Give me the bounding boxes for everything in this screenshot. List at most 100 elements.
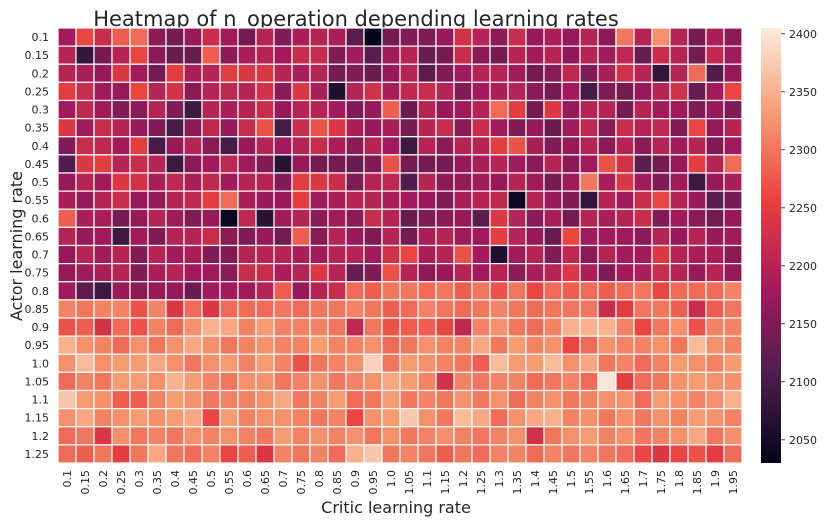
heatmap-cell — [705, 27, 725, 47]
heatmap-cell — [399, 281, 419, 301]
heatmap-cell — [669, 172, 689, 192]
heatmap-cell — [93, 27, 113, 47]
heatmap-cell — [309, 299, 329, 319]
heatmap-cell — [507, 408, 527, 428]
heatmap-cell — [597, 371, 617, 392]
heatmap-cell — [561, 154, 581, 174]
heatmap-cell — [237, 353, 257, 373]
heatmap-cell — [633, 63, 653, 83]
heatmap-cell — [147, 63, 167, 83]
heatmap-cell — [525, 154, 545, 174]
heatmap-cell — [633, 27, 653, 47]
heatmap-cell — [255, 371, 275, 392]
heatmap-cell — [453, 426, 473, 446]
heatmap-cell — [309, 63, 329, 83]
heatmap-cell — [165, 136, 185, 156]
heatmap-cell — [615, 426, 635, 446]
heatmap-cell — [237, 27, 257, 47]
heatmap-cell — [273, 172, 293, 192]
heatmap-cell — [57, 63, 77, 83]
heatmap-cell — [345, 353, 365, 373]
x-tick-label: 0.9 — [349, 470, 362, 488]
heatmap-cell — [273, 27, 293, 47]
heatmap-cell — [183, 244, 203, 265]
heatmap-cell — [489, 371, 509, 392]
heatmap-cell — [633, 154, 653, 174]
heatmap-cell — [399, 335, 419, 355]
heatmap-cell — [669, 45, 689, 65]
heatmap-cell — [687, 408, 707, 428]
heatmap-cell — [651, 154, 671, 174]
heatmap-cell — [255, 389, 275, 410]
y-tick-label: 0.45 — [25, 158, 50, 171]
heatmap-cell — [687, 99, 707, 120]
heatmap-cell — [471, 118, 491, 138]
heatmap-cell — [345, 408, 365, 428]
heatmap-cell — [237, 281, 257, 301]
heatmap-cell — [399, 244, 419, 265]
heatmap-cell — [471, 426, 491, 446]
heatmap-cell — [417, 99, 437, 120]
heatmap-cell — [651, 190, 671, 210]
heatmap-cell — [453, 317, 473, 337]
heatmap-cell — [435, 27, 455, 47]
heatmap-cell — [471, 444, 491, 464]
heatmap-cell — [723, 45, 743, 65]
heatmap-cell — [75, 263, 95, 283]
heatmap-cell — [417, 353, 437, 373]
heatmap-cell — [327, 244, 347, 265]
heatmap-cell — [147, 335, 167, 355]
heatmap-cell — [255, 63, 275, 83]
heatmap-cell — [381, 154, 401, 174]
heatmap-cell — [273, 118, 293, 138]
heatmap-cell — [453, 81, 473, 102]
heatmap-cell — [417, 408, 437, 428]
heatmap-cell — [381, 389, 401, 410]
heatmap-cell — [561, 81, 581, 102]
y-tick-label: 1.05 — [25, 375, 50, 388]
heatmap-cell — [183, 136, 203, 156]
heatmap-cell — [363, 154, 383, 174]
heatmap-cell — [237, 63, 257, 83]
heatmap-cell — [705, 63, 725, 83]
heatmap-cell — [687, 299, 707, 319]
heatmap-cell — [669, 353, 689, 373]
heatmap-cell — [435, 172, 455, 192]
heatmap-cell — [183, 99, 203, 120]
heatmap-cell — [273, 99, 293, 120]
heatmap-cell — [255, 353, 275, 373]
heatmap-cell — [363, 444, 383, 464]
heatmap-cell — [669, 408, 689, 428]
heatmap-cell — [93, 190, 113, 210]
heatmap-cell — [615, 444, 635, 464]
heatmap-cell — [543, 353, 563, 373]
heatmap-cell — [579, 118, 599, 138]
heatmap-cell — [615, 154, 635, 174]
heatmap-cell — [615, 408, 635, 428]
heatmap-cell — [345, 426, 365, 446]
heatmap-cell — [597, 63, 617, 83]
heatmap-cell — [381, 408, 401, 428]
heatmap-cell — [561, 263, 581, 283]
heatmap-cell — [147, 426, 167, 446]
heatmap-cell — [57, 226, 77, 247]
heatmap-cell — [309, 281, 329, 301]
heatmap-cell — [147, 408, 167, 428]
heatmap-cell — [255, 190, 275, 210]
heatmap-cell — [651, 45, 671, 65]
heatmap-cell — [183, 263, 203, 283]
heatmap-cell — [651, 63, 671, 83]
heatmap-cell — [93, 353, 113, 373]
heatmap-cell — [579, 45, 599, 65]
heatmap-cell — [237, 371, 257, 392]
heatmap-cell — [687, 154, 707, 174]
heatmap-cell — [687, 244, 707, 265]
heatmap-cell — [543, 154, 563, 174]
heatmap-cell — [291, 281, 311, 301]
heatmap-cell — [471, 299, 491, 319]
heatmap-cell — [237, 389, 257, 410]
heatmap-cell — [543, 408, 563, 428]
heatmap-cell — [273, 45, 293, 65]
heatmap-cell — [183, 27, 203, 47]
colorbar-tick-label: 2200 — [789, 260, 817, 273]
